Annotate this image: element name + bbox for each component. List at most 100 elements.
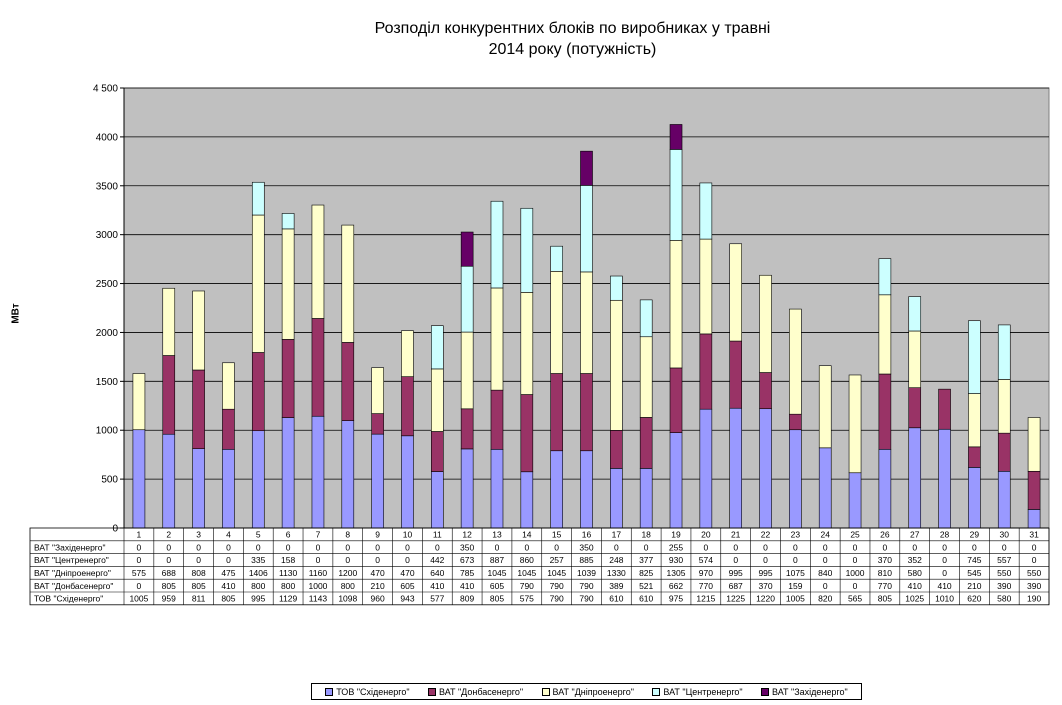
bar-segment-1 <box>431 431 444 472</box>
legend-label: ВАТ "Дніпроенерго" <box>552 686 634 697</box>
bar-segment-3 <box>251 181 265 216</box>
table-series-name: ВАТ "Донбасенерго" <box>34 581 113 591</box>
table-value: 0 <box>524 542 529 552</box>
table-value: 0 <box>435 542 440 552</box>
chart-legend: ТОВ "Східенерго" ВАТ "Донбасенерго" ВАТ "Д… <box>311 683 862 700</box>
table-value: 1045 <box>547 568 566 578</box>
table-value: 159 <box>788 581 802 591</box>
table-value: 210 <box>371 581 385 591</box>
bar-segment-1 <box>1027 470 1041 510</box>
x-tick-label: 28 <box>940 530 950 540</box>
bar-segment-1 <box>580 373 593 452</box>
bar-segment-1 <box>669 367 683 433</box>
x-tick-label: 4 <box>226 530 231 540</box>
bar-segment-0 <box>132 429 146 529</box>
table-value: 1200 <box>338 568 357 578</box>
table-value: 1330 <box>607 568 626 578</box>
table-value: 580 <box>908 568 922 578</box>
legend-item: ВАТ "Донбасенерго" <box>427 687 523 697</box>
legend-swatch <box>652 687 661 696</box>
table-value: 825 <box>639 568 653 578</box>
bar-segment-2 <box>341 224 355 343</box>
bar-segment-0 <box>759 408 772 529</box>
table-value: 1005 <box>786 594 805 604</box>
bar-segment-1 <box>968 446 981 468</box>
table-value: 805 <box>878 594 892 604</box>
bar-segment-2 <box>490 287 504 391</box>
table-value: 1045 <box>488 568 507 578</box>
x-tick-label: 8 <box>345 530 350 540</box>
bar-segment-2 <box>908 330 922 388</box>
legend-swatch <box>541 687 550 696</box>
table-value: 0 <box>226 542 231 552</box>
table-value: 550 <box>1027 568 1041 578</box>
bar-segment-0 <box>311 415 325 529</box>
bar-segment-3 <box>281 213 295 230</box>
table-value: 1025 <box>905 594 924 604</box>
table-value: 335 <box>251 555 265 565</box>
bar-segment-0 <box>997 470 1011 529</box>
table-value: 0 <box>495 542 500 552</box>
table-value: 605 <box>400 581 414 591</box>
bar-segment-2 <box>997 379 1011 434</box>
table-value: 770 <box>878 581 892 591</box>
bar-segment-3 <box>968 320 981 394</box>
table-value: 575 <box>520 594 534 604</box>
table-value: 810 <box>878 568 892 578</box>
table-value: 0 <box>883 542 888 552</box>
table-value: 995 <box>251 594 265 604</box>
bar-segment-3 <box>908 296 922 332</box>
table-value: 840 <box>818 568 832 578</box>
table-value: 995 <box>729 568 743 578</box>
bar-segment-1 <box>639 417 653 469</box>
bar-segment-1 <box>460 408 474 450</box>
x-tick-label: 17 <box>612 530 622 540</box>
bar-segment-2 <box>878 294 892 375</box>
table-value: 545 <box>967 568 981 578</box>
bar-segment-0 <box>162 433 176 529</box>
bar-segment-0 <box>281 417 295 529</box>
table-value: 0 <box>137 581 142 591</box>
table-value: 0 <box>345 542 350 552</box>
table-value: 390 <box>1027 581 1041 591</box>
bar-segment-2 <box>639 336 653 418</box>
bar-segment-1 <box>251 352 265 432</box>
table-value: 0 <box>703 542 708 552</box>
legend-item: ВАТ "Центренерго" <box>652 687 743 697</box>
table-value: 809 <box>460 594 474 604</box>
y-tick-label: 2500 <box>96 279 119 290</box>
table-value: 557 <box>997 555 1011 565</box>
table-value: 0 <box>316 555 321 565</box>
table-value: 885 <box>579 555 593 565</box>
table-value: 800 <box>281 581 295 591</box>
table-value: 790 <box>579 581 593 591</box>
bar-segment-0 <box>431 471 444 529</box>
table-value: 470 <box>400 568 414 578</box>
bar-segment-1 <box>729 340 742 409</box>
table-value: 640 <box>430 568 444 578</box>
table-value: 811 <box>192 594 206 604</box>
bar-segment-1 <box>371 413 384 435</box>
x-tick-label: 16 <box>582 530 592 540</box>
table-series-name: ВАТ "Центренерго" <box>34 555 109 565</box>
table-value: 0 <box>316 542 321 552</box>
chart-title: Розподіл конкурентних блоків по виробник… <box>300 18 845 60</box>
table-value: 1000 <box>846 568 865 578</box>
table-value: 995 <box>758 568 772 578</box>
bar-segment-1 <box>938 388 951 430</box>
x-tick-label: 12 <box>462 530 472 540</box>
bar-segment-0 <box>341 420 355 529</box>
x-tick-label: 3 <box>196 530 201 540</box>
bar-segment-0 <box>401 435 414 529</box>
bar-segment-4 <box>669 124 683 150</box>
y-tick-label: 0 <box>112 524 118 535</box>
table-value: 785 <box>460 568 474 578</box>
table-value: 959 <box>162 594 176 604</box>
table-value: 1220 <box>756 594 775 604</box>
bar-segment-0 <box>669 432 683 529</box>
table-value: 0 <box>972 542 977 552</box>
bar-segment-0 <box>699 408 713 529</box>
table-series-name: ВАТ "Дніпроенерго" <box>34 568 111 578</box>
bar-segment-0 <box>729 407 742 529</box>
table-value: 0 <box>375 542 380 552</box>
